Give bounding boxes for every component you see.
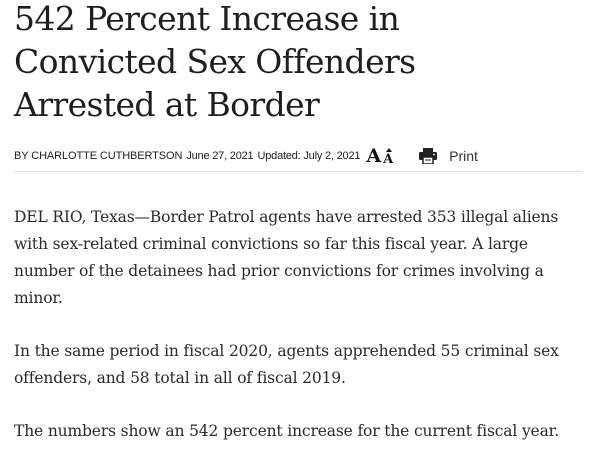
paragraph-2: In the same period in fiscal 2020, agent… [14, 342, 559, 387]
byline: BY CHARLOTTE CUTHBERTSON June 27, 2021 U… [14, 142, 582, 170]
print-button[interactable]: Print [419, 148, 478, 164]
publish-date: June 27, 2021 [186, 150, 254, 162]
print-label: Print [449, 148, 478, 164]
paragraph-1: DEL RIO, Texas—Border Patrol agents have… [14, 208, 559, 307]
headline: 542 Percent Increase in Convicted Sex Of… [14, 0, 582, 126]
headline-line-2: Convicted Sex Offenders [14, 42, 416, 81]
updated-date: Updated: July 2, 2021 [257, 150, 361, 162]
paragraph-3: The numbers show an 542 percent increase… [14, 422, 560, 440]
font-size-button[interactable]: A A [366, 144, 394, 167]
headline-line-1: 542 Percent Increase in [14, 0, 400, 38]
byline-divider [14, 171, 582, 172]
font-size-large-icon: A [366, 144, 382, 167]
author-link[interactable]: BY CHARLOTTE CUTHBERTSON [14, 150, 183, 162]
printer-icon [419, 148, 438, 164]
article: 542 Percent Increase in Convicted Sex Of… [14, 0, 582, 166]
headline-line-3: Arrested at Border [14, 85, 320, 124]
font-size-small-icon: A [383, 147, 394, 167]
article-body: DEL RIO, Texas—Border Patrol agents have… [14, 204, 582, 471]
